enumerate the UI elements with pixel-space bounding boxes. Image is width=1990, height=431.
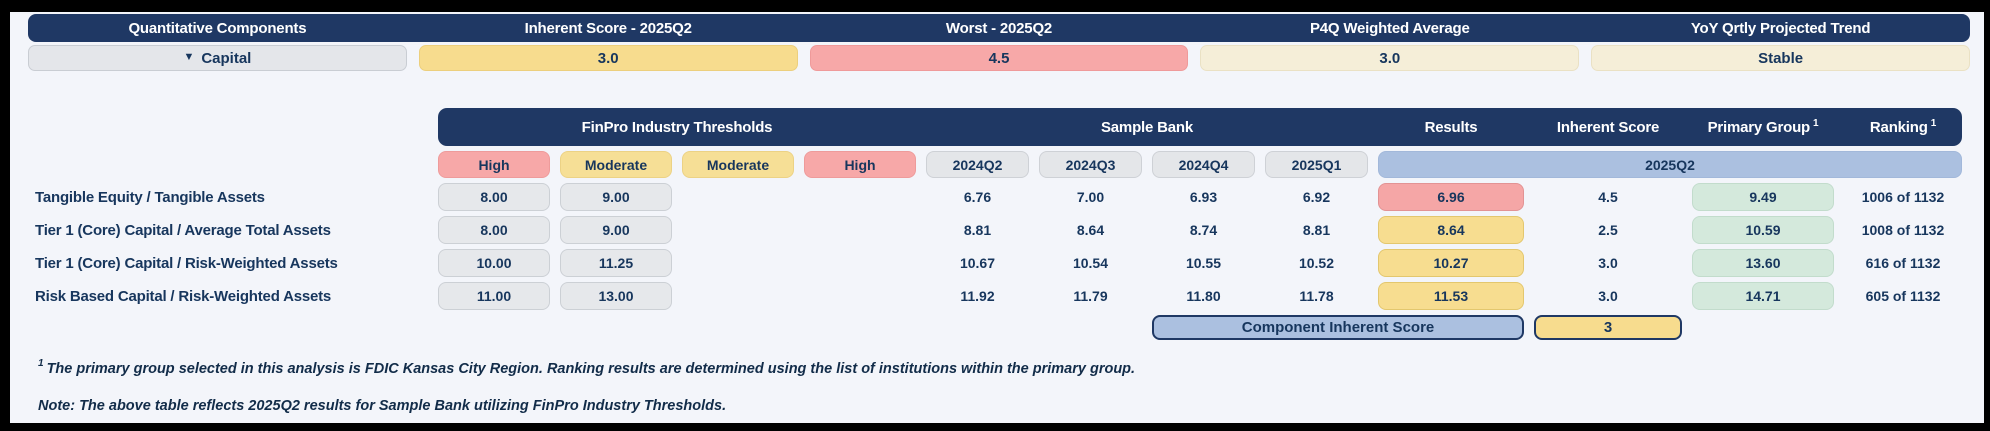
capital-ratio-table: FinPro Industry Thresholds Sample Bank R… — [28, 108, 1970, 340]
quarter-value: 8.81 — [963, 222, 992, 238]
quarter-value: 7.00 — [1076, 189, 1105, 205]
quarter-value: 10.52 — [1298, 255, 1335, 271]
footnote-primary-group: 1 The primary group selected in this anal… — [38, 358, 1136, 377]
quarter-value: 11.78 — [1299, 288, 1334, 304]
quarter-value: 8.64 — [1076, 222, 1105, 238]
threshold-high-right: High — [804, 151, 916, 178]
header-results: Results — [1424, 118, 1478, 136]
capital-collapse-toggle[interactable]: ▼ Capital — [28, 45, 407, 71]
quarter-value: 11.92 — [960, 288, 995, 304]
capital-trend-value: Stable — [1591, 45, 1970, 71]
threshold-moderate-value: 9.00 — [560, 216, 672, 244]
header-sample-bank: Sample Bank — [1100, 118, 1193, 136]
quarter-value: 11.80 — [1186, 288, 1221, 304]
inherent-score-value: 3.0 — [1598, 288, 1618, 304]
table-header-bar — [438, 108, 1962, 146]
primary-group-value: 13.60 — [1692, 249, 1834, 277]
inherent-score-value: 2.5 — [1598, 222, 1618, 238]
row-label: Tier 1 (Core) Capital / Average Total As… — [35, 221, 331, 239]
quarter-2024q2: 2024Q2 — [926, 151, 1029, 178]
header-p4q-weighted-average: P4Q Weighted Average — [1309, 19, 1470, 37]
quarter-value: 10.67 — [959, 255, 996, 271]
finpro-capital-panel: Quantitative Components Inherent Score -… — [10, 12, 1984, 423]
header-primary-group: Primary Group 1 — [1707, 117, 1819, 136]
capital-inherent-score-value: 3.0 — [418, 45, 798, 71]
threshold-moderate-value: 9.00 — [560, 183, 672, 211]
header-finpro-thresholds: FinPro Industry Thresholds — [581, 118, 773, 136]
primary-group-value: 14.71 — [1692, 282, 1834, 310]
result-quarter-2025q2: 2025Q2 — [1378, 151, 1962, 178]
component-label: Capital — [201, 49, 252, 67]
quarter-value: 10.54 — [1072, 255, 1109, 271]
footnote-marker: 1 — [1813, 117, 1819, 129]
quarter-value: 6.93 — [1189, 189, 1218, 205]
primary-group-value: 10.59 — [1692, 216, 1834, 244]
footnote-marker: 1 — [1930, 117, 1937, 129]
ranking-value: 1008 of 1132 — [1861, 222, 1945, 238]
chevron-down-icon: ▼ — [183, 51, 195, 63]
footnote-note: Note: The above table reflects 2025Q2 re… — [38, 397, 727, 414]
primary-group-value: 9.49 — [1692, 183, 1834, 211]
header-inherent-score: Inherent Score - 2025Q2 — [524, 19, 692, 37]
component-inherent-score-value: 3 — [1534, 315, 1682, 340]
ranking-value: 1006 of 1132 — [1861, 189, 1945, 205]
row-label: Risk Based Capital / Risk-Weighted Asset… — [35, 287, 332, 305]
quarter-2025q1: 2025Q1 — [1265, 151, 1368, 178]
threshold-moderate-right: Moderate — [682, 151, 794, 178]
threshold-high-value: 8.00 — [438, 216, 550, 244]
footnote-marker: 1 — [38, 358, 44, 369]
summary-section: Quantitative Components Inherent Score -… — [28, 14, 1970, 71]
threshold-high-value: 10.00 — [438, 249, 550, 277]
row-label: Tier 1 (Core) Capital / Risk-Weighted As… — [35, 254, 338, 272]
result-value: 11.53 — [1378, 282, 1524, 310]
summary-header-bar — [28, 14, 1970, 42]
result-value: 10.27 — [1378, 249, 1524, 277]
threshold-high-left: High — [438, 151, 550, 178]
threshold-moderate-value: 11.25 — [560, 249, 672, 277]
header-worst: Worst - 2025Q2 — [945, 19, 1053, 37]
inherent-score-value: 4.5 — [1598, 189, 1618, 205]
row-label: Tangible Equity / Tangible Assets — [35, 188, 265, 206]
threshold-high-value: 11.00 — [438, 282, 550, 310]
result-value: 8.64 — [1378, 216, 1524, 244]
quarter-2024q3: 2024Q3 — [1039, 151, 1142, 178]
ranking-value: 616 of 1132 — [1865, 255, 1941, 271]
capital-worst-value: 4.5 — [809, 45, 1189, 71]
result-value: 6.96 — [1378, 183, 1524, 211]
quarter-value: 11.79 — [1073, 288, 1108, 304]
component-inherent-score-label: Component Inherent Score — [1152, 315, 1524, 340]
quarter-value: 6.76 — [963, 189, 992, 205]
header-ranking: Ranking 1 — [1869, 117, 1937, 136]
quarter-value: 10.55 — [1185, 255, 1222, 271]
quarter-2024q4: 2024Q4 — [1152, 151, 1255, 178]
threshold-high-value: 8.00 — [438, 183, 550, 211]
header-inherent-score-col: Inherent Score — [1556, 118, 1660, 136]
quarter-value: 8.74 — [1189, 222, 1218, 238]
quarter-value: 8.81 — [1302, 222, 1331, 238]
ranking-value: 605 of 1132 — [1865, 288, 1941, 304]
inherent-score-value: 3.0 — [1598, 255, 1618, 271]
header-yoy-trend: YoY Qrtly Projected Trend — [1690, 19, 1871, 37]
header-quantitative-components: Quantitative Components — [128, 19, 307, 37]
capital-p4q-value: 3.0 — [1200, 45, 1580, 71]
threshold-moderate-value: 13.00 — [560, 282, 672, 310]
threshold-moderate-left: Moderate — [560, 151, 672, 178]
quarter-value: 6.92 — [1302, 189, 1331, 205]
